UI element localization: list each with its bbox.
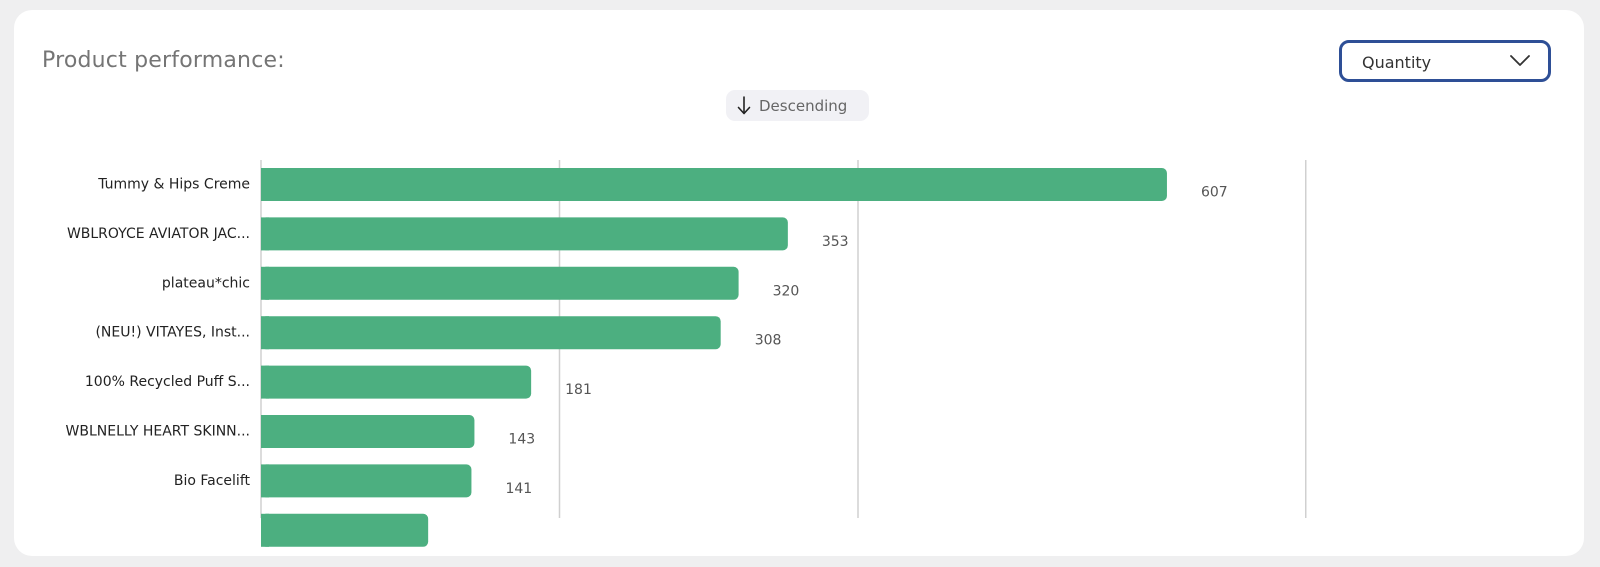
- category-label: Tummy & Hips Creme: [97, 177, 250, 193]
- bar[interactable]: [261, 365, 532, 399]
- bar-edge: [261, 168, 269, 201]
- category-label: 100% Recycled Puff S...: [85, 374, 250, 390]
- bar-edge: [261, 464, 269, 498]
- category-label: WBLNELLY HEART SKINN...: [66, 424, 250, 440]
- metric-select[interactable]: Quantity: [1339, 40, 1551, 82]
- value-label: 308: [755, 333, 782, 349]
- bar-edge: [261, 266, 269, 300]
- value-label: 607: [1201, 185, 1228, 201]
- metric-select-value: Quantity: [1362, 53, 1432, 72]
- bar[interactable]: [261, 513, 429, 547]
- bar-edge: [261, 513, 269, 547]
- category-label: WBLROYCE AVIATOR JAC...: [67, 226, 250, 242]
- bar-edge: [261, 365, 269, 399]
- bar[interactable]: [261, 266, 739, 300]
- value-label: 141: [505, 481, 532, 497]
- arrow-down-icon: [737, 96, 751, 115]
- bar-edge: [261, 217, 269, 251]
- bar[interactable]: [261, 217, 788, 251]
- product-bar-chart: Tummy & Hips Creme 607 WBLROYCE AVIATOR JA…: [66, 160, 1307, 547]
- value-label: 181: [565, 382, 592, 398]
- value-label: 353: [822, 234, 849, 250]
- value-label: 320: [773, 283, 800, 299]
- bar[interactable]: [261, 415, 475, 448]
- sort-order-label: Descending: [759, 97, 848, 115]
- category-label: (NEU!) VITAYES, Inst...: [95, 325, 250, 341]
- page-title: Product performance:: [42, 48, 285, 73]
- category-label: Bio Facelift: [174, 473, 251, 489]
- chevron-down-icon: [1510, 55, 1530, 66]
- product-performance-card: Product performance: Quantity Descending…: [14, 10, 1584, 556]
- sort-order-button[interactable]: Descending: [726, 90, 869, 121]
- value-label: 143: [508, 432, 535, 448]
- bar-edge: [261, 415, 269, 448]
- bar[interactable]: [261, 316, 721, 350]
- category-label: plateau*chic: [162, 275, 250, 291]
- bar[interactable]: [261, 464, 472, 498]
- bar[interactable]: [261, 168, 1167, 201]
- bar-edge: [261, 316, 269, 350]
